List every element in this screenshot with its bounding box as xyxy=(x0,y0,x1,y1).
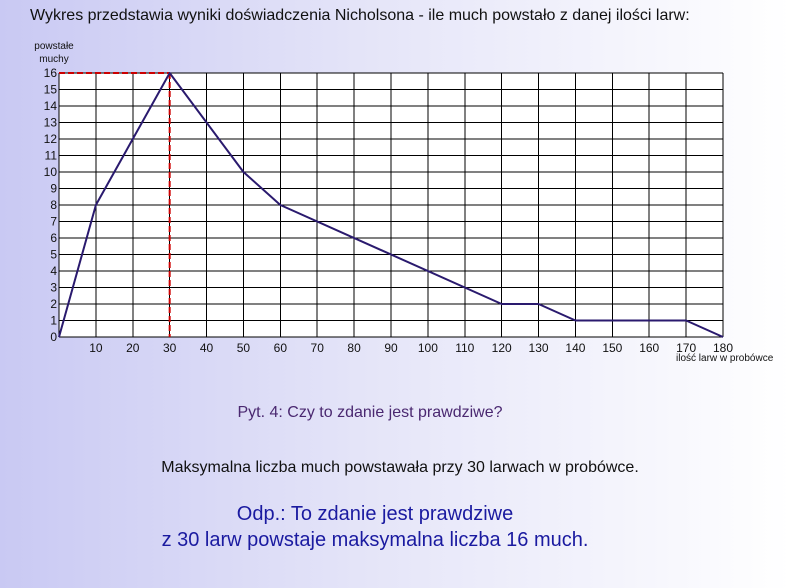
statement-text: Maksymalna liczba much powstawała przy 3… xyxy=(161,459,639,476)
y-axis-label-line2: muchy xyxy=(39,54,69,65)
x-tick-label: 150 xyxy=(602,341,622,355)
y-tick-label: 11 xyxy=(45,149,58,163)
x-tick-label: 20 xyxy=(126,341,140,355)
x-tick-label: 130 xyxy=(529,341,549,355)
y-tick-label: 2 xyxy=(50,297,57,311)
x-tick-label: 110 xyxy=(455,341,474,355)
y-tick-label: 7 xyxy=(50,215,57,229)
y-tick-label: 13 xyxy=(44,116,58,130)
y-tick-label: 5 xyxy=(50,248,57,262)
y-tick-label: 1 xyxy=(50,314,57,328)
y-tick-label: 15 xyxy=(44,83,58,97)
answer-line-2: z 30 larw powstaje maksymalna liczba 16 … xyxy=(161,529,589,551)
y-axis-label-line1: powstałe xyxy=(34,41,74,52)
answer-line-1: Odp.: To zdanie jest prawdziwe xyxy=(236,503,514,525)
x-tick-label: 50 xyxy=(237,341,251,355)
y-tick-label: 16 xyxy=(44,66,58,80)
question-text: Pyt. 4: Czy to zdanie jest prawdziwe? xyxy=(237,404,503,421)
y-axis-label: powstałe muchy xyxy=(34,40,74,66)
series-line xyxy=(58,72,724,338)
x-tick-label: 160 xyxy=(639,341,659,355)
x-tick-label: 90 xyxy=(384,341,398,355)
x-tick-label: 70 xyxy=(311,341,325,355)
y-tick-label: 14 xyxy=(44,99,58,113)
y-tick-label: 12 xyxy=(44,132,58,146)
x-tick-label: 60 xyxy=(274,341,288,355)
x-tick-label: 40 xyxy=(200,341,214,355)
y-tick-label: 10 xyxy=(44,165,58,179)
x-tick-label: 140 xyxy=(565,341,585,355)
x-tick-label: 10 xyxy=(89,341,103,355)
y-tick-label: 0 xyxy=(50,330,57,344)
page-title: Wykres przedstawia wyniki doświadczenia … xyxy=(30,7,690,24)
y-tick-label: 4 xyxy=(50,264,57,278)
y-tick-label: 3 xyxy=(50,281,57,295)
x-tick-label: 170 xyxy=(676,341,696,355)
y-tick-label: 6 xyxy=(50,231,57,245)
y-tick-label: 8 xyxy=(50,198,57,212)
y-tick-label: 9 xyxy=(50,182,57,196)
x-tick-label: 120 xyxy=(492,341,512,355)
x-tick-label: 30 xyxy=(163,341,177,355)
x-tick-label: 100 xyxy=(418,341,438,355)
x-tick-label: 80 xyxy=(347,341,361,355)
x-axis-label: ilość larw w probówce xyxy=(676,353,774,364)
x-tick-label: 180 xyxy=(713,341,733,355)
